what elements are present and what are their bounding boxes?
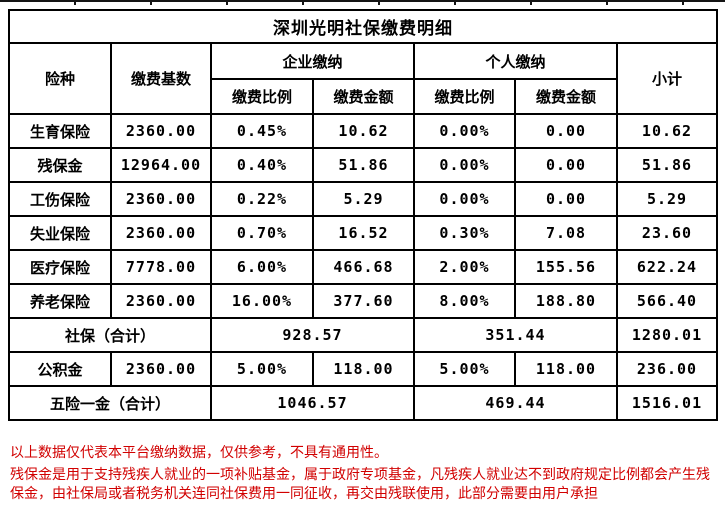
table-title-row: 深圳光明社保缴费明细 (8, 9, 718, 44)
cell-ent-rate: 5.00% (210, 351, 314, 387)
header-personal-amount: 缴费金额 (514, 78, 618, 115)
cell-base: 2360.00 (110, 215, 212, 251)
cell-subtotal: 622.24 (616, 249, 718, 285)
cell-per-amount: 155.56 (514, 249, 618, 285)
cell-ent-rate: 0.40% (210, 147, 314, 183)
header-enterprise-rate: 缴费比例 (210, 78, 314, 115)
cell-grand-total-subtotal: 1516.01 (616, 385, 718, 421)
cell-per-rate: 8.00% (413, 283, 516, 319)
cell-ent-amount: 16.52 (312, 215, 415, 251)
table-row-work-injury: 工伤保险 2360.00 0.22% 5.29 0.00% 0.00 5.29 (8, 181, 718, 217)
cell-social-total-personal: 351.44 (413, 317, 618, 353)
table-row-grand-total: 五险一金（合计） 1046.57 469.44 1516.01 (8, 385, 718, 421)
header-personal-rate: 缴费比例 (413, 78, 516, 115)
cell-ent-amount: 51.86 (312, 147, 415, 183)
cell-per-rate: 0.00% (413, 147, 516, 183)
cell-insurance-name: 医疗保险 (8, 249, 112, 285)
cell-insurance-name: 生育保险 (8, 113, 112, 149)
header-enterprise-amount: 缴费金额 (312, 78, 415, 115)
table-row-housing-fund: 公积金 2360.00 5.00% 118.00 5.00% 118.00 23… (8, 351, 718, 387)
cell-per-rate: 0.30% (413, 215, 516, 251)
cell-per-amount: 118.00 (514, 351, 618, 387)
cell-subtotal: 236.00 (616, 351, 718, 387)
cell-ent-amount: 5.29 (312, 181, 415, 217)
header-subtotal: 小计 (616, 42, 718, 115)
clipped-border-artifact (0, 0, 725, 2)
cell-ent-amount: 118.00 (312, 351, 415, 387)
header-enterprise-group: 企业缴纳 (210, 42, 415, 80)
cell-per-amount: 0.00 (514, 147, 618, 183)
footnotes: 以上数据仅代表本平台缴纳数据，仅供参考，不具有通用性。 残保金是用于支持残疾人就… (10, 443, 717, 506)
social-insurance-table: 深圳光明社保缴费明细 险种 缴费基数 企业缴纳 个人缴纳 小计 缴费比例 缴费金… (8, 9, 718, 421)
clipped-border-ticks (0, 2, 725, 5)
cell-base: 2360.00 (110, 351, 212, 387)
cell-per-rate: 5.00% (413, 351, 516, 387)
cell-base: 12964.00 (110, 147, 212, 183)
cell-per-amount: 188.80 (514, 283, 618, 319)
cell-insurance-name: 公积金 (8, 351, 112, 387)
cell-ent-rate: 0.45% (210, 113, 314, 149)
cell-per-rate: 2.00% (413, 249, 516, 285)
cell-base: 2360.00 (110, 283, 212, 319)
cell-social-total-label: 社保（合计） (8, 317, 212, 353)
footnote-disclaimer: 以上数据仅代表本平台缴纳数据，仅供参考，不具有通用性。 (10, 444, 388, 460)
cell-ent-amount: 466.68 (312, 249, 415, 285)
cell-ent-amount: 377.60 (312, 283, 415, 319)
cell-per-rate: 0.00% (413, 113, 516, 149)
cell-social-total-enterprise: 928.57 (210, 317, 415, 353)
cell-subtotal: 5.29 (616, 181, 718, 217)
cell-ent-amount: 10.62 (312, 113, 415, 149)
cell-per-rate: 0.00% (413, 181, 516, 217)
cell-base: 7778.00 (110, 249, 212, 285)
cell-base: 2360.00 (110, 113, 212, 149)
cell-insurance-name: 失业保险 (8, 215, 112, 251)
cell-insurance-name: 养老保险 (8, 283, 112, 319)
cell-subtotal: 10.62 (616, 113, 718, 149)
cell-base: 2360.00 (110, 181, 212, 217)
cell-ent-rate: 16.00% (210, 283, 314, 319)
cell-ent-rate: 0.70% (210, 215, 314, 251)
table-row-medical: 医疗保险 7778.00 6.00% 466.68 2.00% 155.56 6… (8, 249, 718, 285)
cell-subtotal: 566.40 (616, 283, 718, 319)
cell-ent-rate: 0.22% (210, 181, 314, 217)
cell-subtotal: 23.60 (616, 215, 718, 251)
table-row-disability-fund: 残保金 12964.00 0.40% 51.86 0.00% 0.00 51.8… (8, 147, 718, 183)
table-row-pension: 养老保险 2360.00 16.00% 377.60 8.00% 188.80 … (8, 283, 718, 319)
table-row-maternity: 生育保险 2360.00 0.45% 10.62 0.00% 0.00 10.6… (8, 113, 718, 149)
cell-per-amount: 0.00 (514, 113, 618, 149)
table-row-unemployment: 失业保险 2360.00 0.70% 16.52 0.30% 7.08 23.6… (8, 215, 718, 251)
footnote-disability-fund-explanation: 残保金是用于支持残疾人就业的一项补贴基金，属于政府专项基金，凡残疾人就业达不到政… (10, 466, 710, 501)
page-title: 深圳光明社保缴费明细 (8, 9, 718, 44)
cell-grand-total-enterprise: 1046.57 (210, 385, 415, 421)
header-row-sub: 缴费比例 缴费金额 缴费比例 缴费金额 (9, 78, 717, 115)
header-insurance-type: 险种 (8, 42, 112, 115)
cell-subtotal: 51.86 (616, 147, 718, 183)
cell-grand-total-label: 五险一金（合计） (8, 385, 212, 421)
cell-per-amount: 7.08 (514, 215, 618, 251)
header-personal-group: 个人缴纳 (413, 42, 618, 80)
cell-grand-total-personal: 469.44 (413, 385, 618, 421)
header-base: 缴费基数 (110, 42, 212, 115)
cell-per-amount: 0.00 (514, 181, 618, 217)
cell-ent-rate: 6.00% (210, 249, 314, 285)
cell-insurance-name: 残保金 (8, 147, 112, 183)
cell-insurance-name: 工伤保险 (8, 181, 112, 217)
table-row-social-total: 社保（合计） 928.57 351.44 1280.01 (8, 317, 718, 353)
cell-social-total-subtotal: 1280.01 (616, 317, 718, 353)
header-row-groups: 险种 缴费基数 企业缴纳 个人缴纳 小计 (8, 42, 718, 115)
